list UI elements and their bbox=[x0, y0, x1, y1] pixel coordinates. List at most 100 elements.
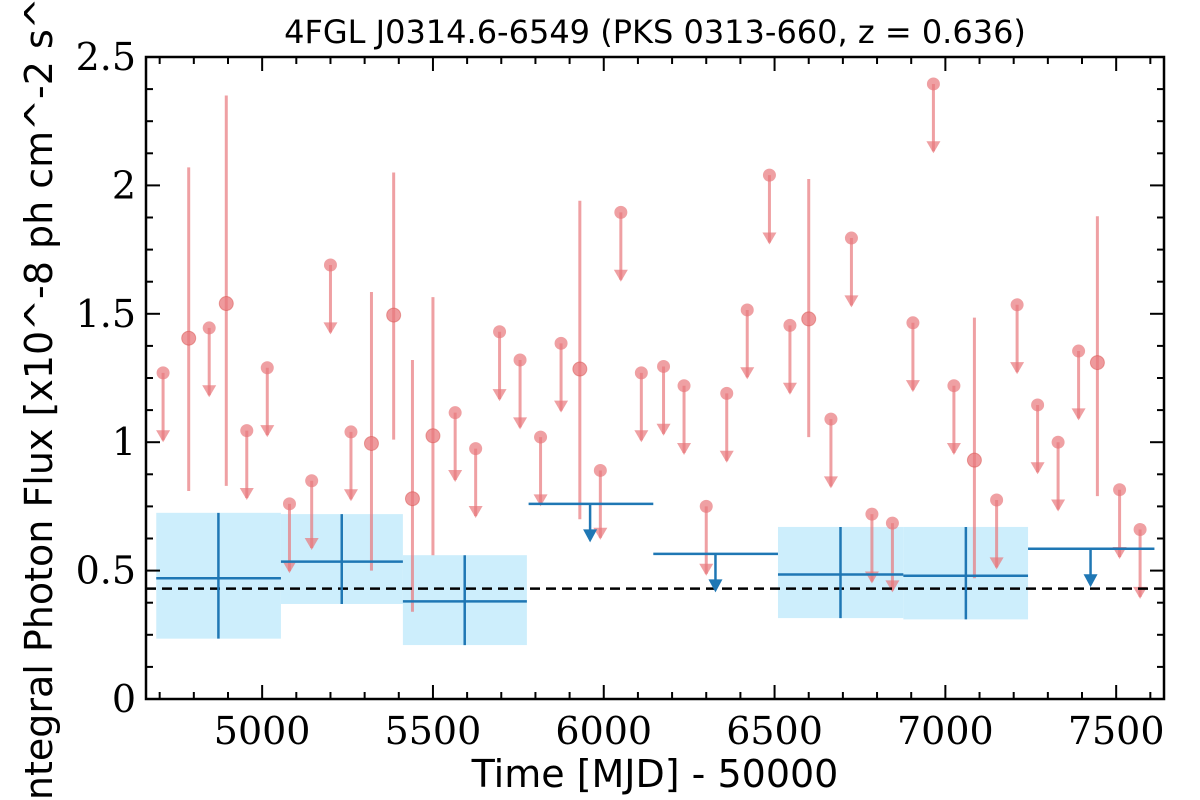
short-bin-upper-limit-point bbox=[493, 325, 507, 339]
short-bin-upper-limit-point bbox=[1113, 483, 1127, 497]
short-bin-upper-limit-arrow bbox=[1112, 547, 1127, 560]
short-bin-upper-limit-arrow bbox=[905, 380, 920, 393]
x-axis-title: Time [MJD] - 50000 bbox=[471, 752, 839, 796]
short-bin-upper-limit-point bbox=[926, 77, 940, 91]
short-bin-upper-limit-point bbox=[593, 463, 607, 477]
short-bin-upper-limit-arrow bbox=[239, 487, 254, 500]
short-bin-point bbox=[1089, 355, 1105, 371]
short-bin-upper-limit-point bbox=[344, 425, 358, 439]
short-bin-upper-limit-arrow bbox=[304, 538, 319, 551]
short-bin-upper-limit-arrow bbox=[946, 443, 961, 456]
short-bin-upper-limit-arrow bbox=[533, 494, 548, 507]
short-bin-upper-limit-point bbox=[677, 379, 691, 393]
short-bin-upper-limit-point bbox=[534, 430, 548, 444]
short-bin-upper-limit-point bbox=[240, 424, 254, 438]
short-bin-upper-limit-point bbox=[740, 303, 754, 317]
x-tick-label: 6500 bbox=[726, 709, 823, 753]
short-bin-upper-limit-point bbox=[762, 168, 776, 182]
short-bin-upper-limit-point bbox=[614, 205, 628, 219]
short-bin-upper-limit-arrow bbox=[782, 382, 797, 395]
y-tick-label: 2 bbox=[112, 163, 136, 207]
short-bin-upper-limit-arrow bbox=[282, 561, 297, 574]
short-bin-upper-limit-point bbox=[720, 386, 734, 400]
short-bin-upper-limit-point bbox=[448, 406, 462, 420]
short-bin-point bbox=[218, 296, 234, 312]
short-bin-upper-limit-arrow bbox=[719, 450, 734, 463]
short-bin-upper-limit-arrow bbox=[699, 563, 714, 576]
short-bin-upper-limit-point bbox=[824, 412, 838, 426]
short-bin-point bbox=[363, 435, 379, 451]
short-bin-upper-limit-arrow bbox=[740, 367, 755, 380]
plot-layer bbox=[146, 77, 1164, 646]
short-bin-upper-limit-arrow bbox=[634, 430, 649, 443]
short-bin-upper-limit-point bbox=[323, 258, 337, 272]
short-bin-upper-limit-point bbox=[202, 321, 216, 335]
y-axis-title: Integral Photon Flux [x10^-8 ph cm^-2 s^… bbox=[17, 0, 61, 800]
short-bin-upper-limit-point bbox=[1010, 298, 1024, 312]
short-bin-upper-limit-arrow bbox=[468, 505, 483, 518]
short-bin-upper-limit-arrow bbox=[554, 400, 569, 413]
chart-title: 4FGL J0314.6-6549 (PKS 0313-660, z = 0.6… bbox=[284, 13, 1026, 51]
short-bin-upper-limit-arrow bbox=[1071, 408, 1086, 421]
y-tick-label: 1.5 bbox=[76, 292, 136, 336]
x-tick-label: 5500 bbox=[385, 709, 482, 753]
short-bin-upper-limit-point bbox=[947, 379, 961, 393]
y-tick-label: 2.5 bbox=[76, 35, 136, 79]
short-bin-upper-limit-point bbox=[156, 366, 170, 380]
x-tick-label: 5000 bbox=[214, 709, 311, 753]
y-tick-label: 1 bbox=[112, 420, 136, 464]
short-bin-upper-limit-point bbox=[990, 493, 1004, 507]
short-bin-upper-limit-arrow bbox=[1030, 462, 1045, 475]
ticks-layer: 5000 5500 6000 6500 7000 7500 0 0.5 1 1.5 2 2.5 bbox=[76, 35, 1165, 753]
short-bin-point bbox=[386, 307, 402, 323]
short-bin-upper-limit-arrow bbox=[343, 489, 358, 502]
short-bin-point bbox=[966, 452, 982, 468]
short-bin-upper-limit-arrow bbox=[323, 322, 338, 335]
short-bin-upper-limit-point bbox=[513, 353, 527, 367]
short-bin-upper-limit-arrow bbox=[762, 232, 777, 245]
short-bin-point bbox=[425, 428, 441, 444]
short-bin-upper-limit-point bbox=[1051, 435, 1065, 449]
short-bin-upper-limit-point bbox=[844, 231, 858, 245]
short-bin-upper-limit-arrow bbox=[156, 430, 171, 443]
x-tick-label: 7000 bbox=[897, 709, 994, 753]
short-bin-upper-limit-point bbox=[554, 336, 568, 350]
short-bin-upper-limit-point bbox=[260, 361, 274, 375]
short-bin-upper-limit-arrow bbox=[885, 580, 900, 593]
short-bin-upper-limit-arrow bbox=[593, 527, 608, 540]
short-bin-upper-limit-point bbox=[469, 442, 483, 456]
short-bin-point bbox=[572, 361, 588, 377]
y-tick-label: 0 bbox=[112, 677, 136, 721]
short-bin-upper-limit-arrow bbox=[492, 389, 507, 402]
short-bin-upper-limit-point bbox=[783, 318, 797, 332]
short-bin-upper-limit-point bbox=[699, 499, 713, 513]
short-bin-upper-limit-arrow bbox=[823, 476, 838, 489]
short-bin-upper-limit-point bbox=[282, 497, 296, 511]
short-bin-upper-limit-arrow bbox=[1010, 362, 1025, 375]
short-bin-upper-limit-arrow bbox=[656, 423, 671, 436]
short-bin-upper-limit-arrow bbox=[677, 443, 692, 456]
short-bin-point bbox=[181, 330, 197, 346]
short-bin-upper-limit-arrow bbox=[260, 425, 275, 438]
short-bin-upper-limit-point bbox=[634, 366, 648, 380]
short-bin-upper-limit-arrow bbox=[844, 295, 859, 308]
short-bin-point bbox=[404, 491, 420, 507]
x-tick-label: 7500 bbox=[1068, 709, 1165, 753]
short-bin-upper-limit-arrow bbox=[448, 470, 463, 483]
short-bin-upper-limit-point bbox=[1031, 398, 1045, 412]
short-bin-upper-limit-arrow bbox=[1051, 499, 1066, 512]
short-bin-upper-limit-point bbox=[865, 507, 879, 521]
short-bin-upper-limit-arrow bbox=[989, 557, 1004, 570]
short-bin-upper-limit-arrow bbox=[513, 417, 528, 430]
short-bin-upper-limit-arrow bbox=[1133, 586, 1148, 599]
long-bin-upper-limit-arrow bbox=[1083, 574, 1098, 588]
long-bin-upper-limit-arrow bbox=[708, 579, 723, 593]
short-bin-upper-limit-arrow bbox=[926, 141, 941, 154]
short-bin-upper-limit-point bbox=[885, 516, 899, 530]
short-bin-upper-limit-arrow bbox=[202, 385, 217, 398]
short-bin-upper-limit-point bbox=[657, 359, 671, 373]
short-bin-upper-limit-point bbox=[1133, 523, 1147, 537]
short-bin-upper-limit-arrow bbox=[613, 269, 628, 282]
